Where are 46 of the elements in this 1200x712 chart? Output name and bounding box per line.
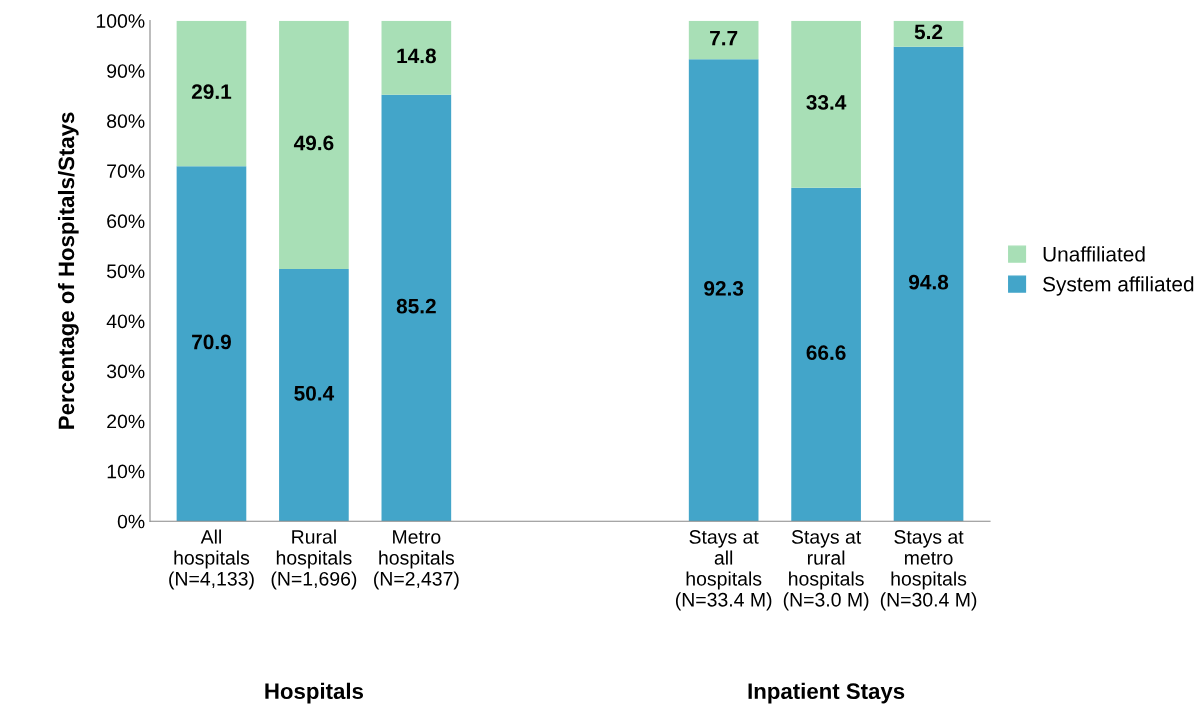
- data-label: 70.9: [192, 334, 231, 350]
- bar: [176, 166, 247, 522]
- y-tick-label: 60%: [107, 214, 145, 229]
- bar: [279, 268, 349, 522]
- bar: [791, 187, 861, 522]
- bar: [176, 20, 247, 167]
- data-label: 66.6: [806, 345, 846, 361]
- bar: [381, 20, 452, 95]
- bar: [279, 20, 349, 269]
- data-label: 7.7: [710, 30, 738, 46]
- data-label: 29.1: [191, 84, 232, 100]
- data-label: 5.2: [914, 24, 943, 40]
- x-tick-label: All hospitals (N=4,133): [169, 529, 254, 590]
- y-tick-label: 90%: [107, 64, 145, 78]
- y-tick-label: 0%: [117, 514, 145, 529]
- bar: [893, 46, 964, 522]
- data-label: 49.6: [293, 135, 334, 151]
- legend-label: Unaffiliated: [1043, 246, 1145, 262]
- y-tick-label: 40%: [106, 314, 145, 329]
- bar: [791, 20, 861, 188]
- bar: [688, 20, 759, 60]
- y-tick-label: 50%: [107, 264, 145, 279]
- legend-label: System affiliated: [1043, 276, 1194, 296]
- data-label: 50.4: [294, 385, 335, 401]
- text: Inpatient Stays: [748, 682, 905, 704]
- text: Hospitals: [265, 682, 364, 704]
- bar: [893, 20, 964, 47]
- x-tick-label: Metro hospitals (N=2,437): [374, 530, 459, 590]
- data-label: 92.3: [704, 281, 744, 296]
- bar: [688, 59, 759, 522]
- data-label: 94.8: [908, 274, 949, 290]
- y-axis-title: Percentage of Hospitals/Stays: [57, 112, 79, 429]
- y-tick-label: 80%: [107, 114, 145, 128]
- y-tick-label: 20%: [107, 414, 145, 429]
- y-tick-label: 30%: [106, 364, 145, 379]
- x-tick-label: Rural hospitals (N=1,696): [271, 529, 357, 590]
- x-tick-label: Stays at all hospitals (N=33.4 M): [675, 530, 772, 611]
- y-tick-label: 70%: [107, 164, 145, 179]
- x-tick-label: Stays at rural hospitals (N=3.0 M): [783, 530, 869, 611]
- bar: [381, 94, 452, 522]
- x-tick-label: Stays at metro hospitals (N=30.4 M): [880, 530, 977, 611]
- y-tick-label: 100%: [96, 14, 145, 28]
- y-tick-label: 10%: [107, 464, 145, 479]
- data-label: 14.8: [397, 48, 436, 64]
- data-label: 85.2: [396, 298, 436, 314]
- data-label: 33.4: [806, 95, 847, 110]
